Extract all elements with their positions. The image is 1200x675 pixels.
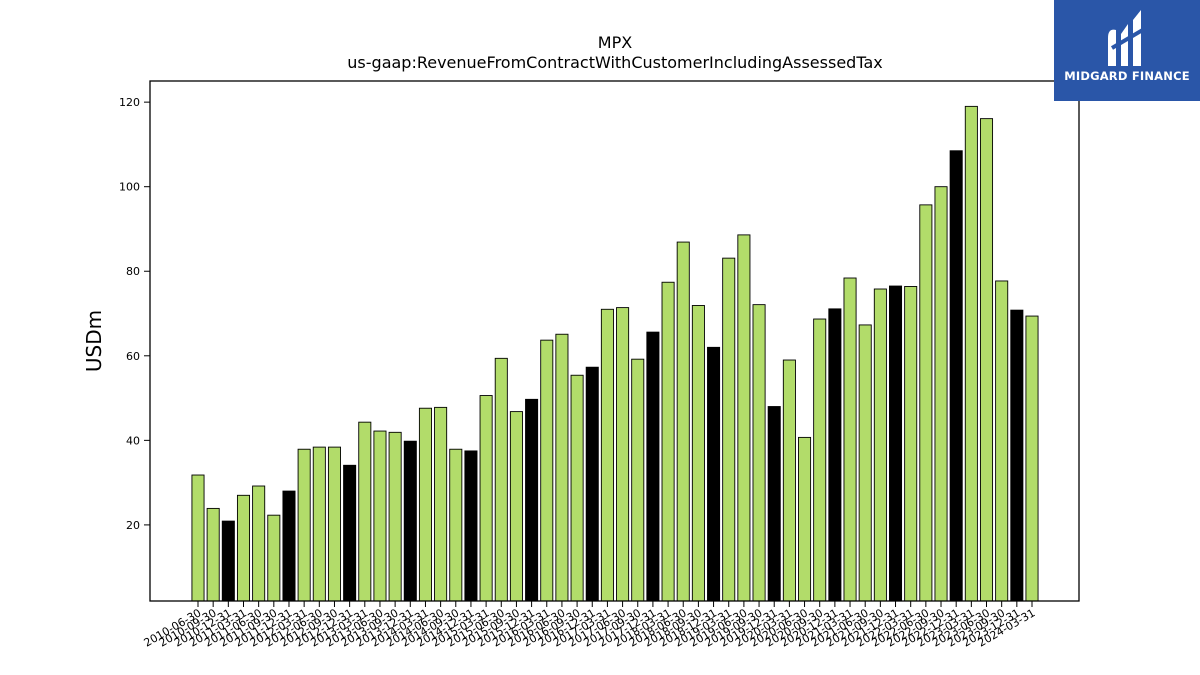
bar-2021-06-30: [858, 324, 872, 602]
bar-2015-09-30: [509, 411, 523, 602]
bar-2011-09-30: [267, 514, 281, 602]
bar-2018-09-30: [691, 305, 705, 602]
y-tick-label: 60: [126, 350, 140, 363]
bar-2016-06-30: [555, 333, 569, 602]
bar-2019-03-31: [722, 257, 736, 602]
bar-2017-06-30: [616, 307, 630, 602]
bar-2011-12-31: [282, 490, 296, 602]
y-tick-label: 100: [119, 181, 140, 194]
bar-2021-12-31: [889, 285, 903, 602]
bar-2011-06-30: [252, 485, 266, 602]
bar-2010-12-31: [221, 520, 235, 602]
bar-2017-03-31: [600, 308, 614, 602]
bar-2018-06-30: [676, 241, 690, 602]
brand-logo: MIDGARD FINANCE: [1054, 0, 1200, 101]
y-tick-label: 20: [126, 519, 140, 532]
y-axis-ticks: 20 40 60 80 100 120: [119, 96, 150, 532]
bar-2020-09-30: [813, 318, 827, 602]
bar-2016-09-30: [570, 374, 584, 602]
y-axis-label: USDm: [82, 310, 106, 372]
bar-2022-09-30: [934, 186, 948, 602]
bar-2021-09-30: [873, 288, 887, 602]
bar-2020-06-30: [798, 436, 812, 602]
bar-2013-09-30: [388, 431, 402, 602]
bar-2018-03-31: [661, 281, 675, 602]
bar-2015-06-30: [494, 357, 508, 602]
bar-2023-06-30: [979, 118, 994, 602]
bar-2022-12-31: [949, 150, 963, 602]
bar-2013-06-30: [373, 430, 387, 602]
bar-2017-12-31: [646, 331, 660, 602]
bar-2010-06-30: [191, 474, 205, 602]
bar-2012-03-31: [297, 448, 311, 602]
chart-title: MPX: [598, 33, 632, 52]
bar-2014-06-30: [434, 406, 448, 602]
midgard-logo-icon: [1108, 10, 1148, 66]
bar-2013-03-31: [358, 421, 372, 602]
bar-2014-09-30: [449, 448, 463, 602]
bar-2016-12-31: [585, 366, 599, 602]
plot-frame: [149, 80, 1080, 602]
bar-2016-03-31: [540, 339, 554, 602]
y-tick-label: 40: [126, 434, 140, 447]
bar-2012-12-31: [343, 464, 357, 602]
bar-2023-03-31: [964, 105, 978, 602]
bar-2023-09-30: [995, 280, 1009, 602]
bar-2013-12-31: [403, 440, 417, 602]
bar-2020-03-31: [782, 359, 796, 602]
bar-2015-12-31: [525, 398, 539, 602]
bar-2010-09-30: [206, 507, 220, 602]
bar-2015-03-31: [479, 395, 493, 602]
bar-2020-12-31: [828, 308, 842, 602]
bar-2017-09-30: [631, 358, 645, 602]
bar-2021-03-31: [843, 277, 857, 602]
bar-2019-06-30: [737, 234, 751, 602]
bar-2011-03-31: [236, 494, 251, 602]
bar-2022-06-30: [919, 204, 933, 602]
y-tick-label: 80: [126, 265, 140, 278]
bar-2019-09-30: [752, 304, 766, 602]
bars-group: [191, 105, 1039, 602]
bar-2019-12-31: [767, 406, 781, 602]
bar-2022-03-31: [904, 286, 918, 602]
bar-2014-03-31: [418, 407, 432, 602]
y-tick-label: 120: [119, 96, 140, 109]
bar-2012-09-30: [327, 446, 341, 602]
bar-2023-12-31: [1010, 309, 1024, 602]
bar-2014-12-31: [464, 450, 478, 602]
x-axis-ticks: 2010-06-302010-09-302010-12-312011-03-31…: [142, 601, 1038, 650]
bar-2018-12-31: [707, 346, 721, 602]
brand-name: MIDGARD FINANCE: [1064, 69, 1190, 83]
bar-2012-06-30: [312, 446, 326, 602]
bar-2024-03-31: [1025, 315, 1039, 602]
chart-subtitle: us-gaap:RevenueFromContractWithCustomerI…: [347, 53, 882, 72]
